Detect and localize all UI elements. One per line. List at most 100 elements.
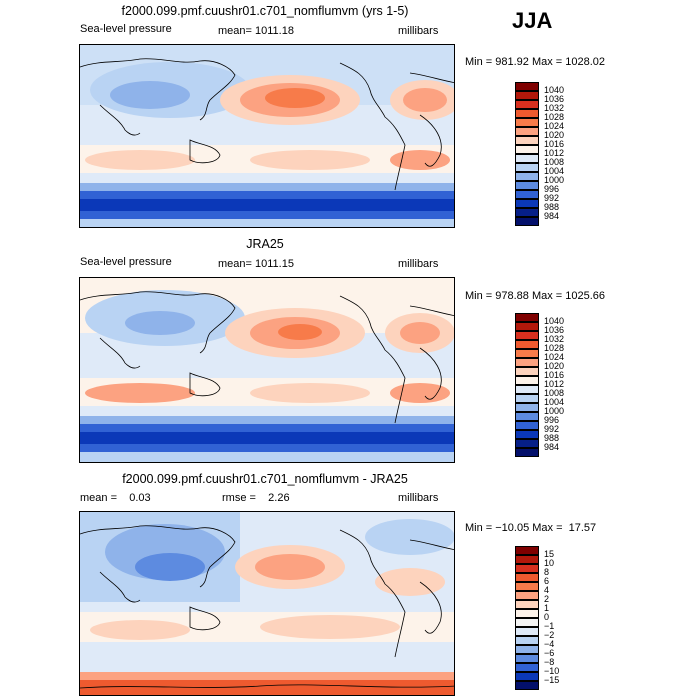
india-coast [99,337,141,369]
panel3-mean: mean = 0.03 [80,492,151,504]
asia-neg-core [135,553,205,581]
colorbar-swatch [515,582,539,591]
colorbar-label: 15 [544,549,555,559]
so-band [80,652,454,672]
colorbar-swatch [515,136,539,145]
panel3-map [79,511,455,696]
panel3-rmse: rmse = 2.26 [222,492,290,504]
colorbar-swatch [515,663,539,672]
colorbar-swatch [515,573,539,582]
colorbar-label: 1000 [544,406,565,416]
colorbar-swatch [515,91,539,100]
australia-coast [189,139,221,164]
panel1-title: f2000.099.pmf.cuushr01.c701_nomflumvm (y… [121,4,409,18]
colorbar-label: −4 [544,639,555,649]
colorbar-label: 1000 [544,175,565,185]
colorbar-label: 1008 [544,157,565,167]
colorbar-label: 996 [544,184,560,194]
panel1-colorbar: 1040 1036 1032 1028 1024 1020 1016 1012 … [515,82,564,226]
panel3-units: millibars [398,492,439,504]
panel1-map-svg [80,45,454,227]
antarctica-coast [80,684,454,689]
s-pacific-pos [260,615,400,639]
colorbar-label: 1020 [544,130,565,140]
colorbar-label: −2 [544,630,555,640]
s-indian-pos [90,620,190,640]
pacific-high-core [278,324,322,340]
colorbar-swatch [515,163,539,172]
india-coast [99,571,141,603]
panel1-variable: Sea-level pressure [80,23,172,35]
panel3-title: f2000.099.pmf.cuushr01.c701_nomflumvm - … [122,472,408,486]
colorbar-swatch [515,654,539,663]
colorbar-swatch [515,394,539,403]
colorbar-label: 1008 [544,388,565,398]
colorbar-label: 1028 [544,343,565,353]
americas-coast [339,62,406,191]
colorbar-label: 996 [544,415,560,425]
s-pacific-high [250,150,370,170]
colorbar-swatch [515,322,539,331]
antarctic-band [80,452,454,462]
panel2-mean: mean= 1011.15 [218,258,294,270]
asia-low-core [125,311,195,335]
colorbar-swatch [515,217,539,226]
colorbar-swatch [515,154,539,163]
colorbar-swatch [515,385,539,394]
colorbar-swatch [515,118,539,127]
europe-coast [409,539,454,551]
colorbar-swatch [515,627,539,636]
panel2-minmax: Min = 978.88 Max = 1025.66 [465,290,606,302]
colorbar-label: 1016 [544,370,565,380]
colorbar-label: 988 [544,433,560,443]
americas-coast [339,529,406,658]
australia-coast [189,606,221,631]
colorbar-swatch [515,82,539,91]
so-band-2 [80,424,454,434]
pacific-pos-core [255,554,325,580]
africa-coast [419,581,442,634]
colorbar-swatch [515,208,539,217]
colorbar-label: 1004 [544,397,565,407]
colorbar-label: 8 [544,567,550,577]
eurasia-coast [80,525,236,588]
colorbar-label: 1028 [544,112,565,122]
colorbar-swatch [515,349,539,358]
colorbar-label: 984 [544,211,560,221]
so-band-3 [80,199,454,213]
colorbar-swatch [515,439,539,448]
colorbar-swatch [515,331,539,340]
africa-coast [419,114,442,167]
panel1-map [79,44,455,228]
atlantic-pos [375,568,445,596]
panel2-units: millibars [398,258,439,270]
colorbar-swatch [515,546,539,555]
so-band-1 [80,183,454,193]
colorbar-swatch [515,591,539,600]
antarctic-band [80,219,454,227]
colorbar-label: 2 [544,594,550,604]
colorbar-label: 1016 [544,139,565,149]
colorbar-swatch [515,109,539,118]
so-band-4 [80,444,454,452]
so-band-2 [80,191,454,201]
colorbar-swatch [515,421,539,430]
panel3-map-svg [80,512,454,695]
colorbar-label: 1 [544,603,550,613]
panel3-colorbar: 15 10 8 6 4 2 1 0 −1 −2 −4 −6 −8 −10 −15 [515,546,559,690]
colorbar-label: 1020 [544,361,565,371]
australia-coast [189,372,221,397]
europe-coast [409,72,454,84]
panel3-minmax: Min = −10.05 Max = 17.57 [465,522,597,534]
colorbar-swatch [515,672,539,681]
atlantic-neg [365,519,454,555]
colorbar-label: 10 [544,558,555,568]
panel2-map-svg [80,278,454,462]
colorbar-swatch [515,412,539,421]
colorbar-label: 1012 [544,148,565,158]
s-atlantic-high [390,150,450,170]
pacific-high-core [265,88,325,108]
colorbar-label: 1032 [544,103,565,113]
coastlines [80,58,454,191]
s-indian-high [85,383,195,403]
